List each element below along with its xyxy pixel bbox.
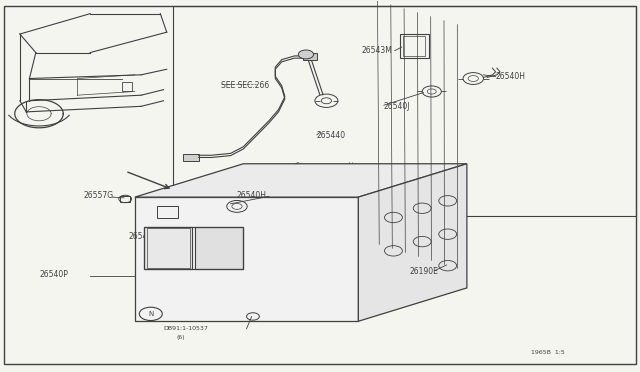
- Text: 26540J: 26540J: [384, 102, 410, 111]
- Text: 26543M: 26543M: [129, 231, 159, 241]
- Bar: [303, 53, 317, 60]
- Bar: [122, 82, 132, 92]
- Text: 26190E: 26190E: [410, 267, 438, 276]
- Bar: [403, 36, 426, 56]
- Polygon shape: [135, 197, 358, 321]
- Circle shape: [298, 50, 314, 59]
- Text: 26540P: 26540P: [39, 270, 68, 279]
- Text: 1965B  1:5: 1965B 1:5: [531, 350, 564, 355]
- Text: SEE SEC.266: SEE SEC.266: [221, 81, 269, 90]
- Polygon shape: [358, 164, 467, 321]
- Text: 265440: 265440: [317, 131, 346, 141]
- Bar: [120, 196, 131, 202]
- Bar: [157, 206, 177, 218]
- Text: 26540J: 26540J: [164, 261, 190, 270]
- Bar: [145, 227, 192, 269]
- Text: (6): (6): [176, 336, 185, 340]
- Bar: [195, 227, 243, 269]
- Text: DB91:1-10537: DB91:1-10537: [164, 326, 209, 331]
- Text: 26543M: 26543M: [362, 46, 392, 55]
- Bar: [145, 227, 243, 269]
- Polygon shape: [135, 164, 467, 197]
- Text: 26540H: 26540H: [237, 191, 267, 200]
- Text: 26540H: 26540H: [495, 72, 525, 81]
- Bar: [147, 228, 189, 268]
- Bar: [400, 34, 429, 58]
- Text: N: N: [148, 311, 154, 317]
- Text: 26557G: 26557G: [84, 191, 114, 200]
- Bar: [182, 154, 198, 161]
